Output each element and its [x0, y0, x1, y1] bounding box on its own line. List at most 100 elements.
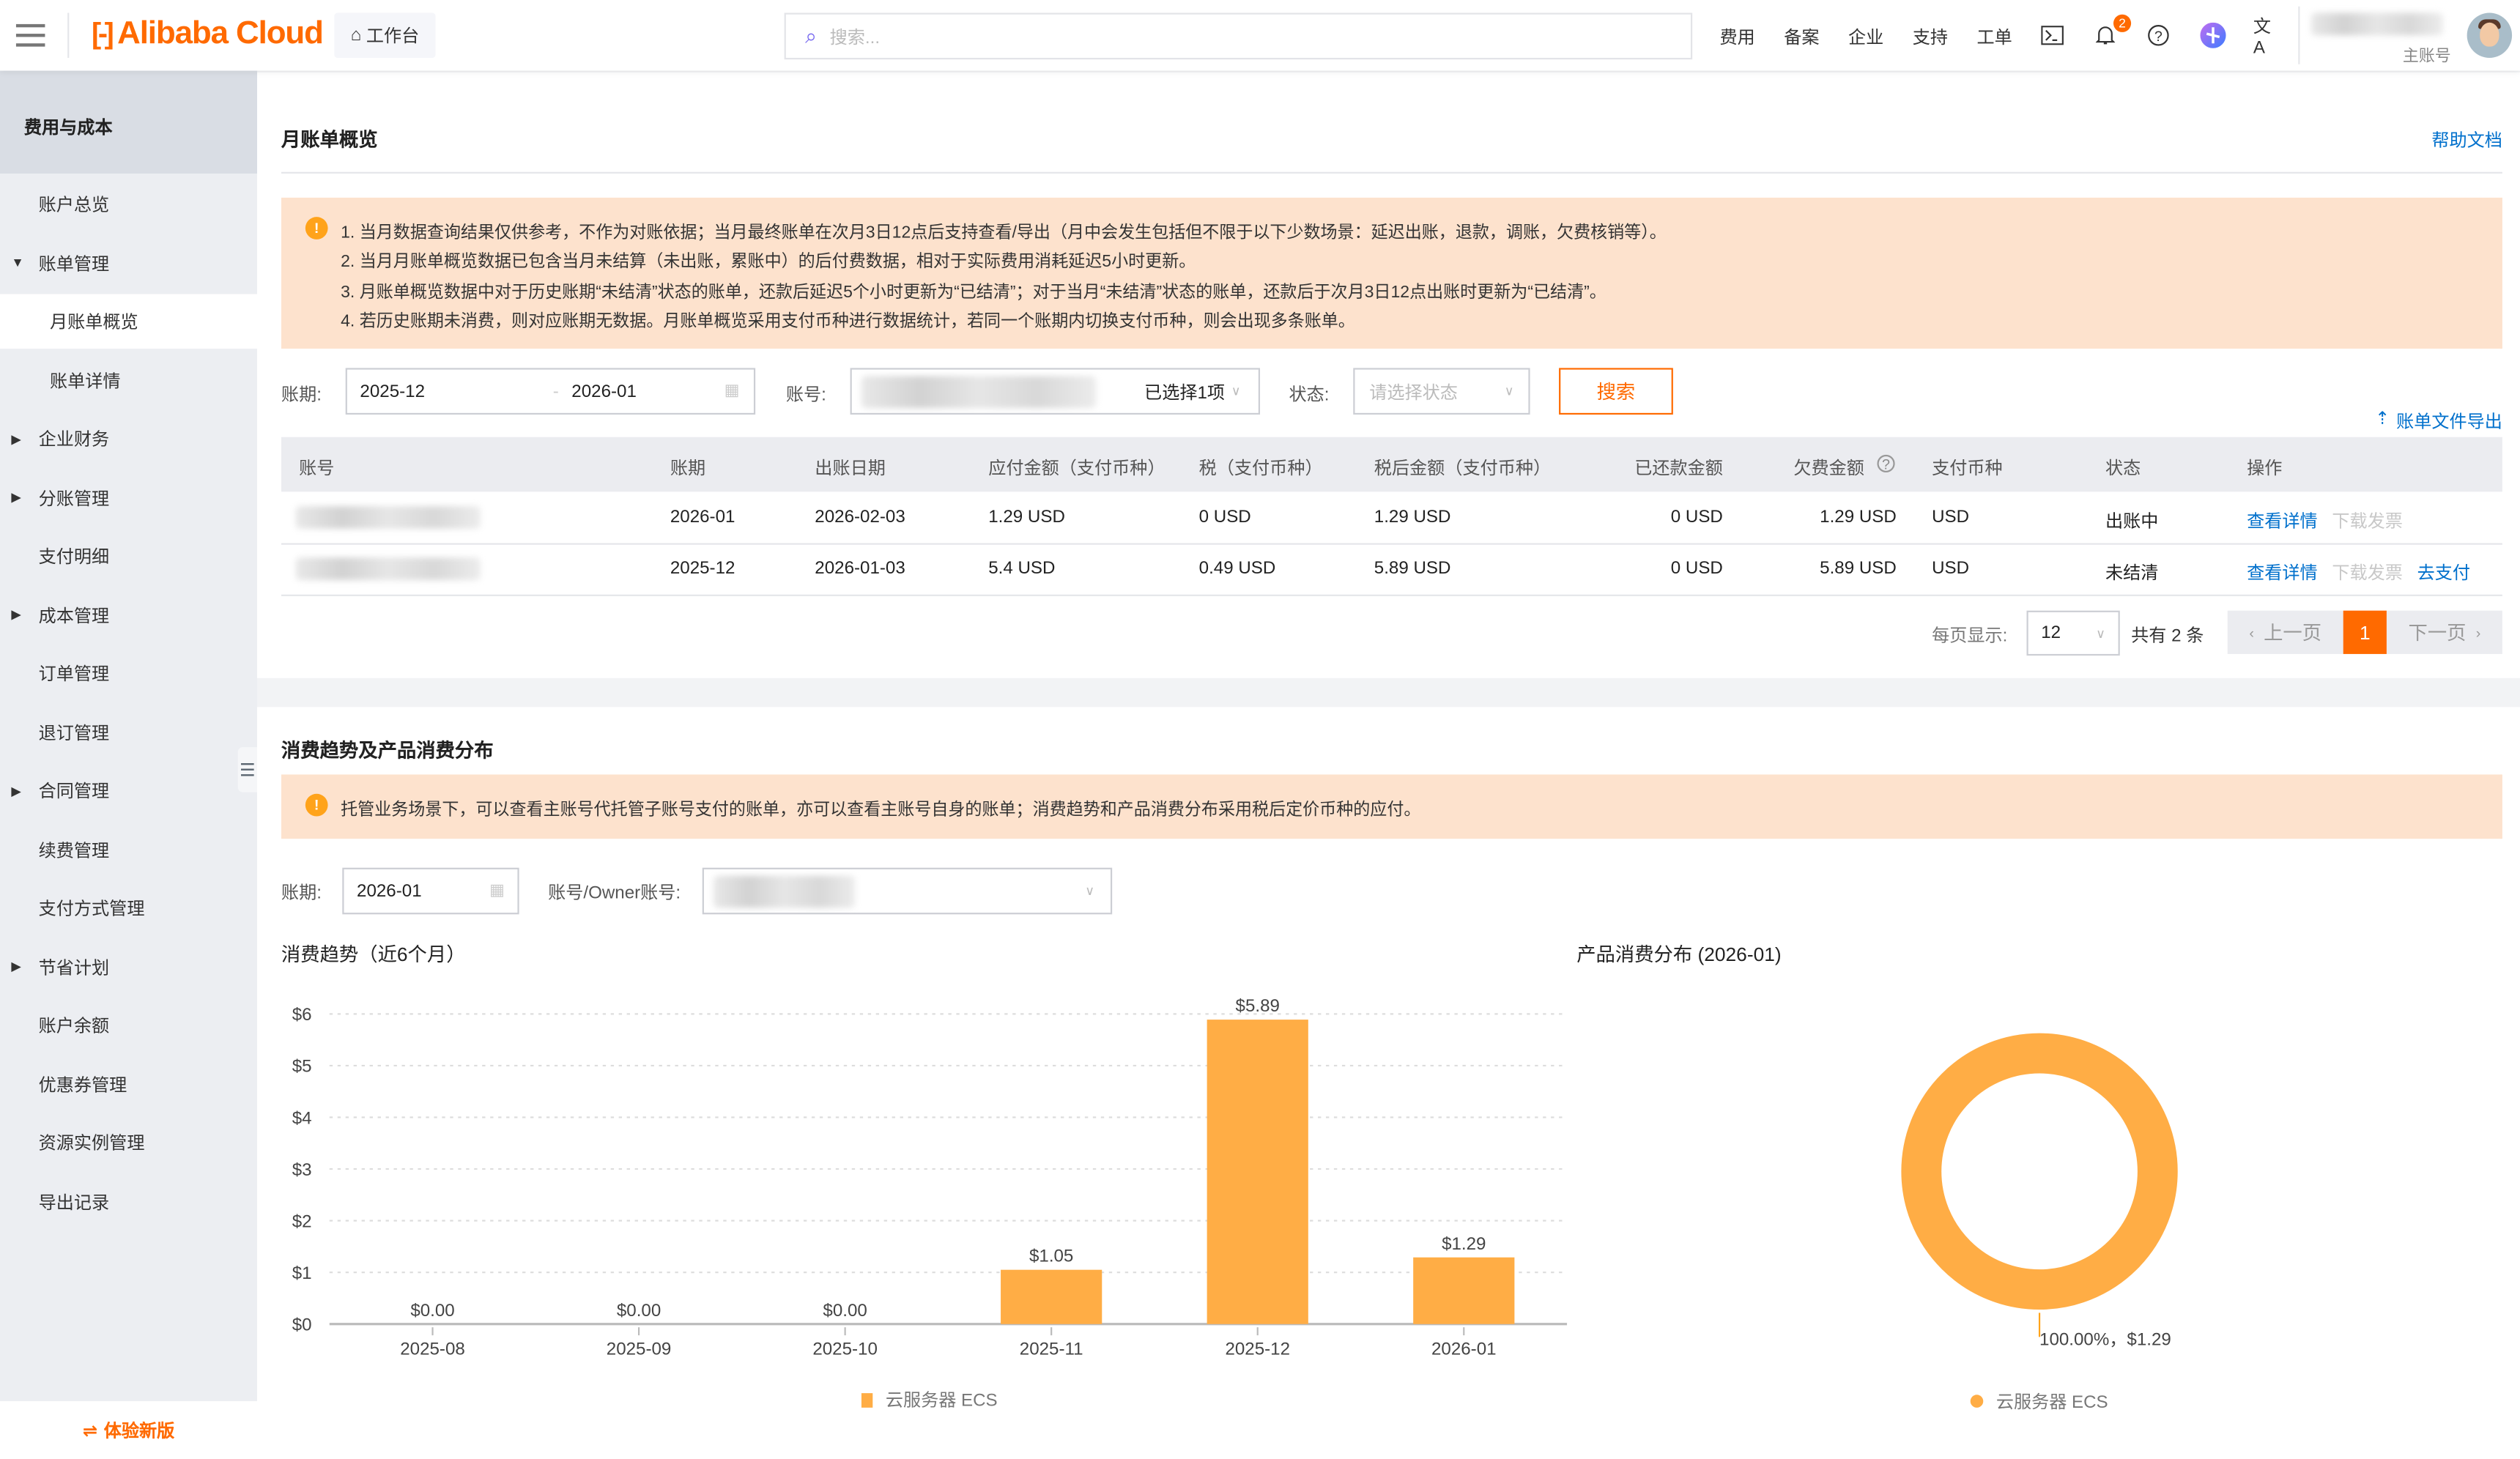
bar — [1207, 1020, 1308, 1324]
sidebar-item-label: 月账单概览 — [50, 313, 138, 333]
sidebar-item[interactable]: 订单管理 — [0, 646, 257, 701]
sidebar-item-label: 节省计划 — [38, 958, 110, 978]
nav-icp[interactable]: 备案 — [1784, 29, 1820, 48]
page-1-button[interactable]: 1 — [2343, 610, 2387, 654]
avatar[interactable] — [2467, 12, 2513, 58]
sidebar-item-label: 企业财务 — [38, 430, 110, 450]
ai-assistant-icon[interactable] — [2198, 21, 2227, 50]
search-button[interactable]: 搜索 — [1559, 368, 1673, 415]
help-icon[interactable]: ? — [1877, 454, 1895, 473]
sidebar-item[interactable]: ▶ 企业财务 — [0, 412, 257, 467]
notification-badge: 2 — [2113, 14, 2132, 32]
trend-period-picker[interactable]: 2026-01 ▦ — [342, 867, 519, 915]
sidebar-item[interactable]: ▶ 节省计划 — [0, 939, 257, 994]
table-cell: USD — [1932, 559, 1970, 579]
upload-icon: ⇡ — [2375, 409, 2390, 429]
sidebar-title: 费用与成本 — [0, 70, 258, 174]
sidebar-item[interactable]: 优惠券管理 — [0, 1056, 257, 1111]
table-cell: 5.89 USD — [1374, 559, 1451, 579]
sidebar-item-label: 账单详情 — [50, 371, 121, 392]
sidebar-item[interactable]: 账单详情 — [0, 353, 257, 408]
sidebar-item[interactable]: 账户余额 — [0, 998, 257, 1053]
calendar-icon: ▦ — [724, 382, 740, 401]
period-end: 2026-01 — [571, 382, 637, 401]
chevron-down-icon: ∨ — [1085, 883, 1095, 899]
export-bill-file-link[interactable]: ⇡ 账单文件导出 — [2375, 408, 2502, 434]
period-range-picker[interactable]: 2025-12 - 2026-01 ▦ — [345, 368, 756, 415]
donut-slice — [1901, 1033, 2178, 1310]
info-icon: ! — [305, 217, 328, 240]
notice-line: 3. 月账单概览数据中对于历史账期“未结清”状态的账单，还款后延迟5个小时更新为… — [341, 282, 1606, 302]
legend-label: 云服务器 ECS — [886, 1391, 998, 1411]
sidebar-item[interactable]: ▶ 成本管理 — [0, 587, 257, 642]
sidebar-item[interactable]: 退订管理 — [0, 705, 257, 760]
pay-now-link[interactable]: 去支付 — [2417, 564, 2471, 584]
pie-chart-title: 产品消费分布 (2026-01) — [1576, 943, 1782, 966]
home-icon: ⌂ — [350, 26, 362, 45]
view-details-link[interactable]: 查看详情 — [2247, 512, 2318, 532]
table-cell: 0 USD — [1670, 559, 1723, 579]
try-new-version-button[interactable]: ⇌ 体验新版 — [0, 1401, 258, 1459]
alibaba-cloud-logo[interactable]: [-] Alibaba Cloud — [92, 16, 324, 53]
sidebar-item[interactable]: 支付方式管理 — [0, 880, 257, 935]
account-select[interactable]: 已选择1项 ∨ — [850, 368, 1261, 415]
sidebar-item[interactable]: ▶ 分账管理 — [0, 470, 257, 525]
sidebar-item[interactable]: 导出记录 — [0, 1174, 257, 1229]
nav-fees[interactable]: 费用 — [1719, 29, 1755, 48]
x-tick-label: 2025-08 — [400, 1339, 465, 1359]
sidebar-item[interactable]: 账户总览 — [0, 177, 257, 231]
sidebar-item[interactable]: ▶ 合同管理 — [0, 763, 257, 818]
export-label: 账单文件导出 — [2396, 412, 2502, 433]
sidebar-item[interactable]: 月账单概览 — [0, 294, 258, 349]
translate-icon[interactable]: 文A — [2253, 18, 2271, 58]
workbench-button[interactable]: ⌂ 工作台 — [334, 12, 436, 58]
nav-ticket[interactable]: 工单 — [1976, 29, 2012, 48]
sidebar-item[interactable]: ▼ 账单管理 — [0, 235, 257, 290]
terminal-icon[interactable] — [2038, 21, 2067, 50]
page-size-select[interactable]: 12 ∨ — [2026, 610, 2120, 656]
y-tick-label: $6 — [292, 1005, 312, 1025]
search-input[interactable]: ⌕ 搜索... — [784, 12, 1693, 60]
help-icon[interactable]: ? — [2144, 21, 2173, 50]
sidebar-item-label: 退订管理 — [38, 724, 110, 743]
sidebar-item-label: 订单管理 — [38, 665, 110, 685]
help-doc-link[interactable]: 帮助文档 — [2431, 131, 2502, 152]
table-cell: 0.49 USD — [1198, 559, 1276, 579]
account-role: 主账号 — [2402, 48, 2451, 66]
sidebar-item[interactable]: 资源实例管理 — [0, 1115, 257, 1170]
column-header: 支付币种 — [1932, 459, 2003, 479]
sidebar-collapse-icon[interactable]: ☰ — [237, 747, 258, 792]
y-tick-label: $1 — [292, 1263, 312, 1283]
sidebar-item[interactable]: 支付明细 — [0, 529, 257, 584]
table-cell: 0 USD — [1198, 508, 1251, 527]
download-invoice-link[interactable]: 下载发票 — [2332, 512, 2403, 532]
caret-right-icon: ▶ — [11, 490, 21, 505]
next-page-button[interactable]: 下一页 › — [2386, 610, 2502, 654]
data-label: $0.00 — [823, 1301, 867, 1321]
notice-lines: 1. 当月数据查询结果仅供参考，不作为对账依据；当月最终账单在次月3日12点后支… — [341, 218, 1667, 336]
sidebar-item[interactable]: 续费管理 — [0, 822, 257, 877]
download-invoice-link[interactable]: 下载发票 — [2332, 564, 2403, 584]
status-select[interactable]: 请选择状态 ∨ — [1353, 368, 1530, 415]
menu-icon[interactable] — [15, 23, 45, 47]
bar — [1413, 1257, 1515, 1324]
column-header: 欠费金额 — [1793, 459, 1864, 479]
status-label: 状态: — [1289, 385, 1330, 405]
caret-right-icon: ▶ — [11, 959, 21, 974]
divider — [67, 12, 70, 58]
prev-label: 上一页 — [2264, 622, 2322, 645]
account-blurred — [861, 375, 1097, 408]
legend-marker — [1970, 1395, 1984, 1408]
bell-icon[interactable] — [2091, 21, 2119, 50]
owner-account-blurred — [714, 875, 856, 907]
nav-enterprise[interactable]: 企业 — [1848, 29, 1884, 48]
sidebar-item-label: 支付方式管理 — [38, 899, 145, 919]
owner-account-select[interactable]: ∨ — [702, 867, 1113, 915]
view-details-link[interactable]: 查看详情 — [2247, 564, 2318, 584]
prev-page-button[interactable]: ‹ 上一页 — [2227, 610, 2343, 654]
section-title: 消费趋势及产品消费分布 — [281, 739, 494, 762]
chevron-down-icon: ∨ — [1231, 384, 1241, 399]
nav-support[interactable]: 支持 — [1912, 29, 1949, 48]
divider — [281, 171, 2502, 174]
try-new-label: 体验新版 — [103, 1422, 175, 1441]
